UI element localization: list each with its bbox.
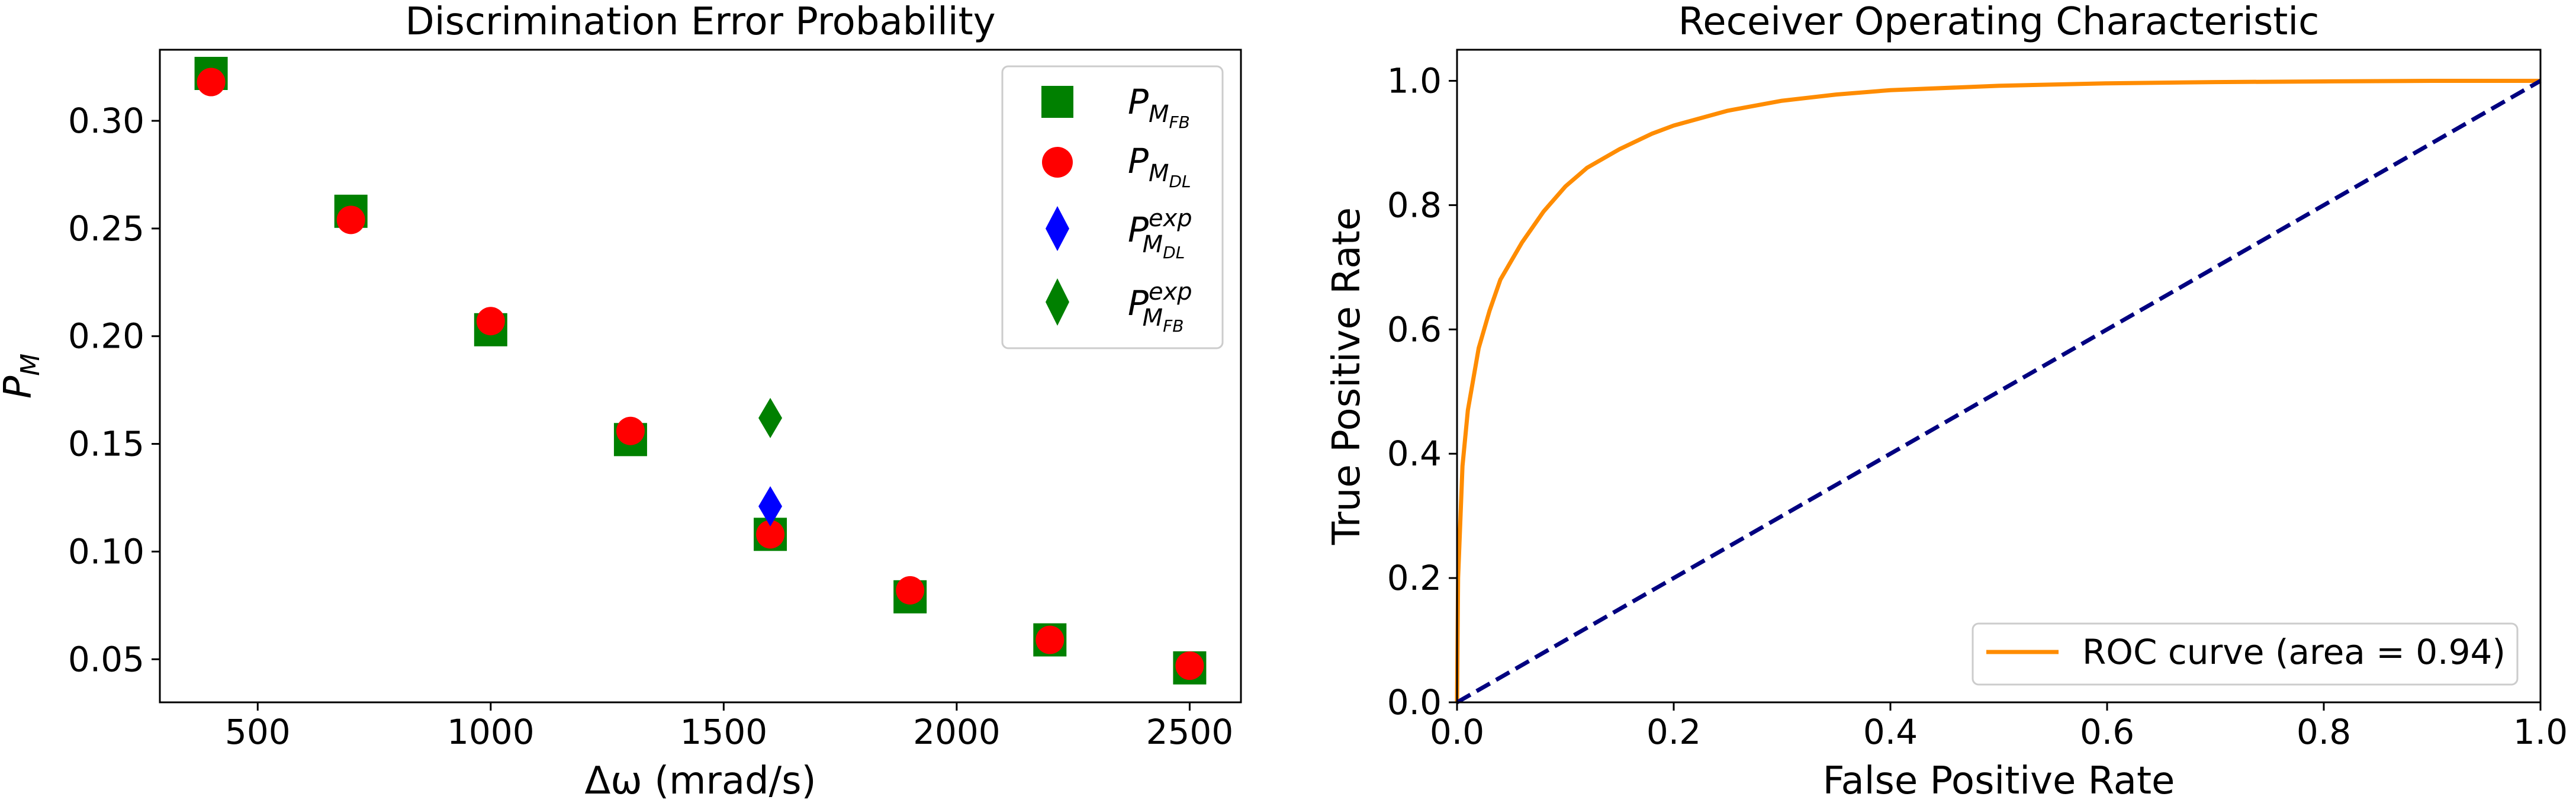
left-plot-frame <box>159 49 1242 704</box>
left-legend: PMFB PMDL Pexp MDL Pexp MFB <box>1001 65 1224 349</box>
left-chart: Discrimination Error Probability 500 1000… <box>0 0 1242 803</box>
data-point-p-m-dl <box>1175 651 1204 680</box>
left-y-tick-label: 0.05 <box>68 639 144 679</box>
data-point-p-m-dl-exp <box>758 486 783 527</box>
left-x-tick-label: 2500 <box>1146 712 1234 752</box>
right-chart: Receiver Operating Characteristic 0.0 0.2… <box>1325 0 2568 803</box>
right-y-tick-label: 0.0 <box>1387 682 1442 722</box>
left-data-points <box>194 57 1207 685</box>
data-point-p-m-fb-exp <box>758 397 783 438</box>
data-point-p-m-dl <box>197 68 226 97</box>
left-x-tick-label: 2000 <box>913 712 1001 752</box>
legend-marker-dl <box>1042 147 1073 178</box>
right-x-tick-label: 1.0 <box>2513 712 2568 752</box>
roc-curve-line <box>1455 79 2540 703</box>
data-point-p-m-dl <box>336 205 365 235</box>
left-y-tick-label: 0.30 <box>68 101 144 141</box>
right-y-tick-label: 0.6 <box>1387 309 1442 349</box>
right-y-tick-label: 0.2 <box>1387 558 1442 598</box>
legend-label-dl-exp: Pexp MDL <box>1128 205 1192 262</box>
left-x-tick-label: 1000 <box>447 712 535 752</box>
left-y-tick-label: 0.20 <box>68 316 144 356</box>
svg-text:PM: PM <box>0 354 46 399</box>
left-y-tick-label: 0.15 <box>68 424 144 464</box>
right-legend-box <box>1972 622 2519 686</box>
chance-diagonal-line <box>1456 79 2542 705</box>
left-y-ticks: 0.05 0.10 0.15 0.20 0.25 0.30 <box>68 101 160 679</box>
left-x-tick-label: 500 <box>225 712 291 752</box>
legend-label-fb: PMFB <box>1128 82 1190 132</box>
data-point-p-m-dl <box>756 520 785 549</box>
data-point-p-m-dl <box>1035 625 1065 654</box>
right-chart-title: Receiver Operating Characteristic <box>1678 0 2320 44</box>
left-x-tick-label: 1500 <box>680 712 768 752</box>
right-x-axis-label: False Positive Rate <box>1823 759 2175 803</box>
right-data-lines <box>1455 79 2542 705</box>
left-chart-title: Discrimination Error Probability <box>405 0 995 44</box>
data-point-p-m-dl <box>896 576 925 605</box>
legend-marker-dl-exp <box>1046 206 1069 251</box>
left-y-tick-label: 0.10 <box>68 531 144 571</box>
data-point-p-m-dl <box>616 416 645 445</box>
right-y-ticks: 0.0 0.2 0.4 0.6 0.8 1.0 <box>1387 60 1457 722</box>
right-x-ticks: 0.0 0.2 0.4 0.6 0.8 1.0 <box>1430 702 2568 752</box>
right-x-tick-label: 0.8 <box>2297 712 2351 752</box>
right-y-axis-label: True Positive Rate <box>1325 207 1369 545</box>
left-legend-box <box>1001 65 1224 349</box>
legend-label-dl: PMDL <box>1128 141 1191 191</box>
data-point-p-m-dl <box>476 307 505 336</box>
legend-roc-label: ROC curve (area = 0.94) <box>2082 632 2506 672</box>
right-plot-frame <box>1456 49 2542 704</box>
right-y-tick-label: 0.8 <box>1387 185 1442 225</box>
right-y-tick-label: 1.0 <box>1387 60 1442 101</box>
legend-marker-fb <box>1041 86 1073 118</box>
left-x-ticks: 500 1000 1500 2000 2500 <box>225 702 1233 752</box>
right-x-tick-label: 0.2 <box>1646 712 1701 752</box>
left-x-axis-label: Δω (mrad/s) <box>584 759 816 803</box>
legend-label-fb-exp: Pexp MFB <box>1128 278 1192 336</box>
right-y-tick-label: 0.4 <box>1387 433 1442 474</box>
left-y-tick-label: 0.25 <box>68 208 144 249</box>
right-x-tick-label: 0.0 <box>1430 712 1484 752</box>
right-x-tick-label: 0.6 <box>2080 712 2134 752</box>
right-legend: ROC curve (area = 0.94) <box>1972 622 2519 686</box>
legend-marker-fb-exp <box>1046 278 1069 326</box>
left-y-axis-label: PM <box>0 354 46 399</box>
right-x-tick-label: 0.4 <box>1863 712 1918 752</box>
